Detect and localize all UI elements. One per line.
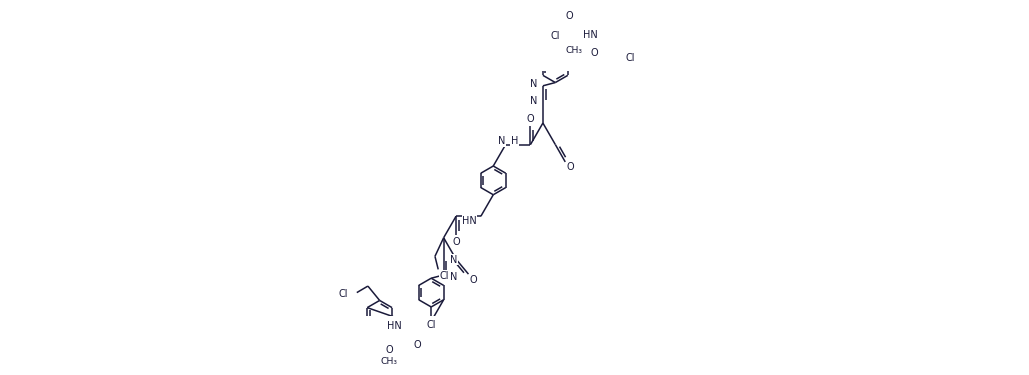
Text: N: N: [530, 79, 537, 89]
Text: O: O: [414, 340, 421, 350]
Text: Cl: Cl: [626, 53, 635, 63]
Text: Cl: Cl: [551, 30, 560, 40]
Text: N: N: [450, 272, 458, 282]
Text: O: O: [527, 114, 534, 125]
Text: O: O: [452, 237, 460, 247]
Text: Cl: Cl: [426, 320, 436, 330]
Text: Cl: Cl: [339, 289, 348, 299]
Text: HN: HN: [462, 216, 477, 226]
Text: O: O: [565, 11, 573, 21]
Text: O: O: [469, 275, 476, 285]
Text: N: N: [498, 136, 505, 146]
Text: HN: HN: [387, 321, 402, 331]
Text: O: O: [386, 345, 393, 355]
Text: N: N: [450, 255, 458, 264]
Text: Cl: Cl: [439, 271, 449, 281]
Text: H: H: [511, 136, 519, 146]
Text: CH₃: CH₃: [566, 46, 582, 55]
Text: HN: HN: [583, 30, 598, 40]
Text: O: O: [567, 162, 574, 172]
Text: O: O: [591, 48, 599, 58]
Text: CH₃: CH₃: [381, 357, 398, 366]
Text: N: N: [530, 96, 537, 106]
